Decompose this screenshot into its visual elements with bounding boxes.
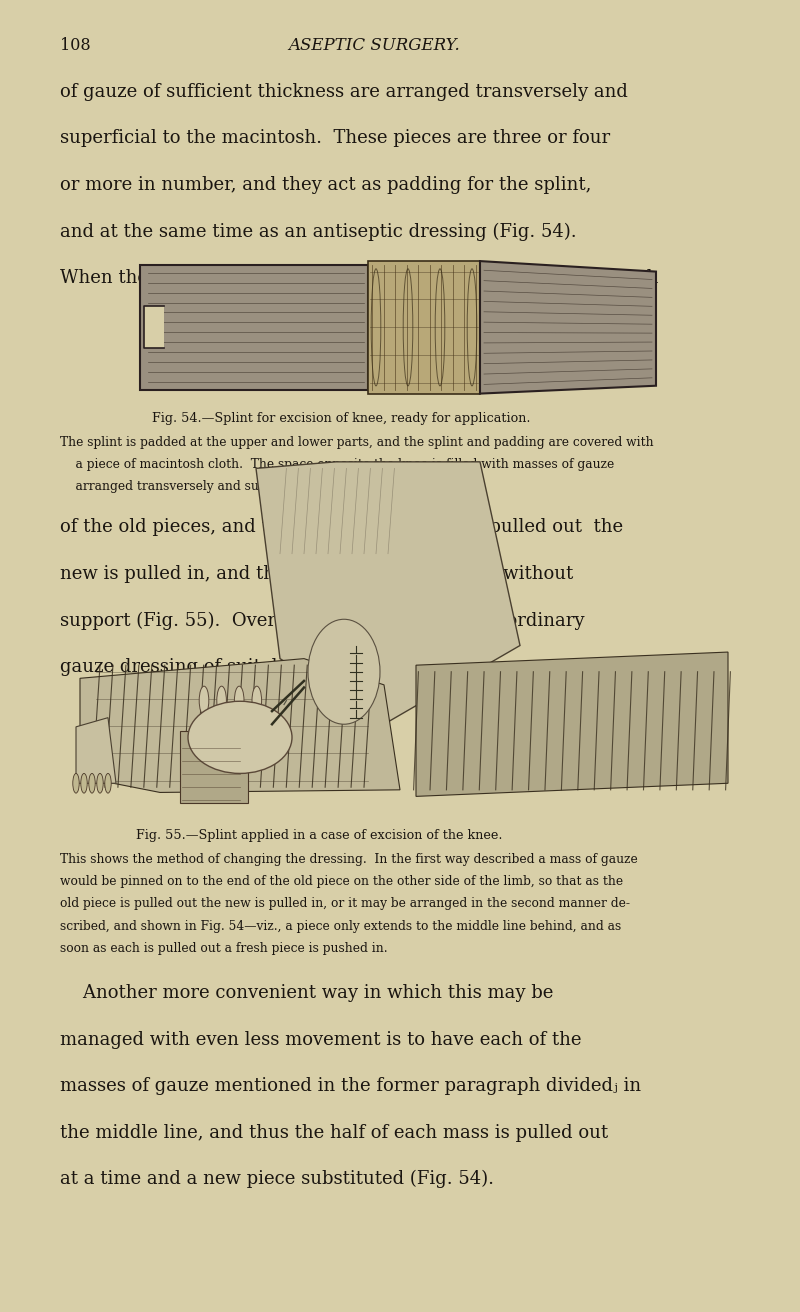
Text: and at the same time as an antiseptic dressing (Fig. 54).: and at the same time as an antiseptic dr… (60, 222, 577, 240)
Ellipse shape (252, 686, 262, 715)
Text: 108: 108 (60, 37, 90, 54)
Polygon shape (80, 659, 400, 792)
Text: Fig. 55.—Splint applied in a case of excision of the knee.: Fig. 55.—Splint applied in a case of exc… (136, 829, 502, 842)
Ellipse shape (188, 701, 292, 774)
Ellipse shape (217, 686, 226, 715)
Polygon shape (76, 718, 116, 783)
Text: would be pinned on to the end of the old piece on the other side of the limb, so: would be pinned on to the end of the old… (60, 875, 623, 888)
Ellipse shape (199, 686, 209, 715)
Text: scribed, and shown in Fig. 54—viz., a piece only extends to the middle line behi: scribed, and shown in Fig. 54—viz., a pi… (60, 920, 622, 933)
Text: ASEPTIC SURGERY.: ASEPTIC SURGERY. (288, 37, 460, 54)
Ellipse shape (89, 773, 95, 792)
Text: gauze dressing of suitable size is applied.: gauze dressing of suitable size is appli… (60, 657, 441, 676)
Text: masses of gauze mentioned in the former paragraph dividedⱼ in: masses of gauze mentioned in the former … (60, 1077, 641, 1096)
Ellipse shape (97, 773, 103, 792)
Text: of gauze of sufficient thickness are arranged transversely and: of gauze of sufficient thickness are arr… (60, 83, 628, 101)
Polygon shape (480, 261, 656, 394)
Text: arranged transversely and superficial to the macintosh.: arranged transversely and superficial to… (60, 480, 423, 493)
Text: superficial to the macintosh.  These pieces are three or four: superficial to the macintosh. These piec… (60, 129, 610, 147)
Text: a piece of macintosh cloth.  The space opposite the knee is filled with masses o: a piece of macintosh cloth. The space op… (60, 458, 614, 471)
Ellipse shape (234, 686, 244, 715)
Bar (368, 261, 480, 394)
Ellipse shape (308, 619, 380, 724)
Bar (140, 265, 368, 390)
Text: The splint is padded at the upper and lower parts, and the splint and padding ar: The splint is padded at the upper and lo… (60, 436, 654, 449)
Bar (56, 455, 744, 816)
Text: at a time and a new piece substituted (Fig. 54).: at a time and a new piece substituted (F… (60, 1170, 494, 1189)
Bar (144, 307, 164, 349)
Ellipse shape (81, 773, 87, 792)
Text: When the dressing is changed, a piece of gauze is pinned to each: When the dressing is changed, a piece of… (60, 269, 658, 287)
Text: old piece is pulled out the new is pulled in, or it may be arranged in the secon: old piece is pulled out the new is pulle… (60, 897, 630, 911)
Text: the middle line, and thus the half of each mass is pulled out: the middle line, and thus the half of ea… (60, 1123, 608, 1141)
Text: Fig. 54.—Splint for excision of knee, ready for application.: Fig. 54.—Splint for excision of knee, re… (152, 412, 530, 425)
Text: of the old pieces, and then the old piece being pulled out  the: of the old pieces, and then the old piec… (60, 518, 623, 537)
Text: soon as each is pulled out a fresh piece is pushed in.: soon as each is pulled out a fresh piece… (60, 942, 388, 955)
Polygon shape (256, 462, 520, 724)
Ellipse shape (105, 773, 111, 792)
Polygon shape (416, 652, 728, 796)
Text: new is pulled in, and thus the limb is never left  without: new is pulled in, and thus the limb is n… (60, 564, 574, 583)
Ellipse shape (73, 773, 79, 792)
Text: managed with even less movement is to have each of the: managed with even less movement is to ha… (60, 1030, 582, 1048)
Bar (180, 731, 248, 803)
Text: Another more convenient way in which this may be: Another more convenient way in which thi… (60, 984, 554, 1002)
Text: support (Fig. 55).  Over the front of the  limb an ordinary: support (Fig. 55). Over the front of the… (60, 611, 585, 630)
Text: or more in number, and they act as padding for the splint,: or more in number, and they act as paddi… (60, 176, 591, 194)
Text: This shows the method of changing the dressing.  In the first way described a ma: This shows the method of changing the dr… (60, 853, 638, 866)
